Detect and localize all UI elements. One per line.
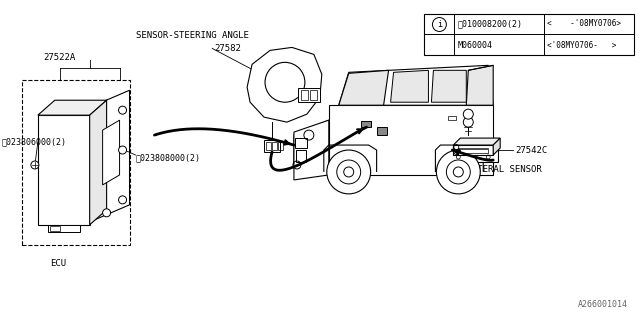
- Circle shape: [463, 109, 473, 119]
- Polygon shape: [453, 145, 493, 155]
- Polygon shape: [453, 145, 498, 162]
- Bar: [376, 127, 387, 135]
- Text: ⓝ023808000(2): ⓝ023808000(2): [136, 154, 200, 163]
- Bar: [22, 80, 129, 245]
- Circle shape: [118, 146, 127, 154]
- Circle shape: [102, 209, 111, 217]
- Text: YAW&LATERAL SENSOR: YAW&LATERAL SENSOR: [445, 165, 542, 174]
- Text: ECU: ECU: [50, 259, 66, 268]
- Text: 27582: 27582: [214, 44, 241, 53]
- Circle shape: [327, 150, 371, 194]
- Polygon shape: [329, 105, 493, 175]
- Circle shape: [344, 167, 354, 177]
- Circle shape: [436, 150, 480, 194]
- Polygon shape: [48, 225, 80, 232]
- Bar: [301, 90, 308, 100]
- Polygon shape: [493, 138, 500, 155]
- Polygon shape: [339, 70, 388, 105]
- Bar: [264, 140, 280, 152]
- Text: <    -'08MY0706>: < -'08MY0706>: [547, 19, 621, 28]
- Bar: [266, 142, 271, 150]
- Bar: [449, 116, 456, 120]
- Bar: [460, 149, 488, 153]
- Text: 1: 1: [466, 111, 470, 117]
- Polygon shape: [390, 70, 428, 102]
- Polygon shape: [247, 47, 322, 122]
- Text: 27522A: 27522A: [44, 53, 76, 62]
- Bar: [361, 121, 371, 127]
- Text: <'08MY0706-   >: <'08MY0706- >: [547, 41, 616, 50]
- Polygon shape: [38, 100, 107, 115]
- Bar: [50, 226, 60, 231]
- Polygon shape: [467, 65, 493, 105]
- Bar: [298, 88, 320, 102]
- Polygon shape: [102, 120, 120, 185]
- Polygon shape: [431, 70, 467, 102]
- Circle shape: [265, 62, 305, 102]
- Circle shape: [463, 117, 473, 127]
- Polygon shape: [294, 120, 388, 165]
- Text: Ⓑ010008200(2): Ⓑ010008200(2): [458, 19, 522, 28]
- Polygon shape: [95, 90, 129, 220]
- Bar: [295, 138, 307, 148]
- Circle shape: [446, 160, 470, 184]
- Circle shape: [453, 167, 463, 177]
- Polygon shape: [90, 100, 107, 225]
- Bar: [272, 142, 277, 150]
- Bar: [310, 90, 317, 100]
- Polygon shape: [294, 120, 329, 180]
- Text: i: i: [437, 20, 442, 29]
- Circle shape: [118, 196, 127, 204]
- Text: ⓝ023806000(2): ⓝ023806000(2): [2, 138, 67, 147]
- Text: M060004: M060004: [458, 41, 492, 50]
- Circle shape: [118, 106, 127, 114]
- Polygon shape: [453, 138, 500, 145]
- Circle shape: [31, 161, 39, 169]
- Circle shape: [337, 160, 361, 184]
- Text: A266001014: A266001014: [578, 300, 628, 309]
- Text: SENSOR-STEERING ANGLE: SENSOR-STEERING ANGLE: [136, 31, 248, 40]
- Bar: [424, 13, 634, 55]
- Bar: [278, 142, 283, 150]
- Polygon shape: [38, 115, 90, 225]
- Bar: [296, 150, 306, 162]
- Text: 27542C: 27542C: [515, 146, 547, 155]
- Polygon shape: [339, 65, 493, 105]
